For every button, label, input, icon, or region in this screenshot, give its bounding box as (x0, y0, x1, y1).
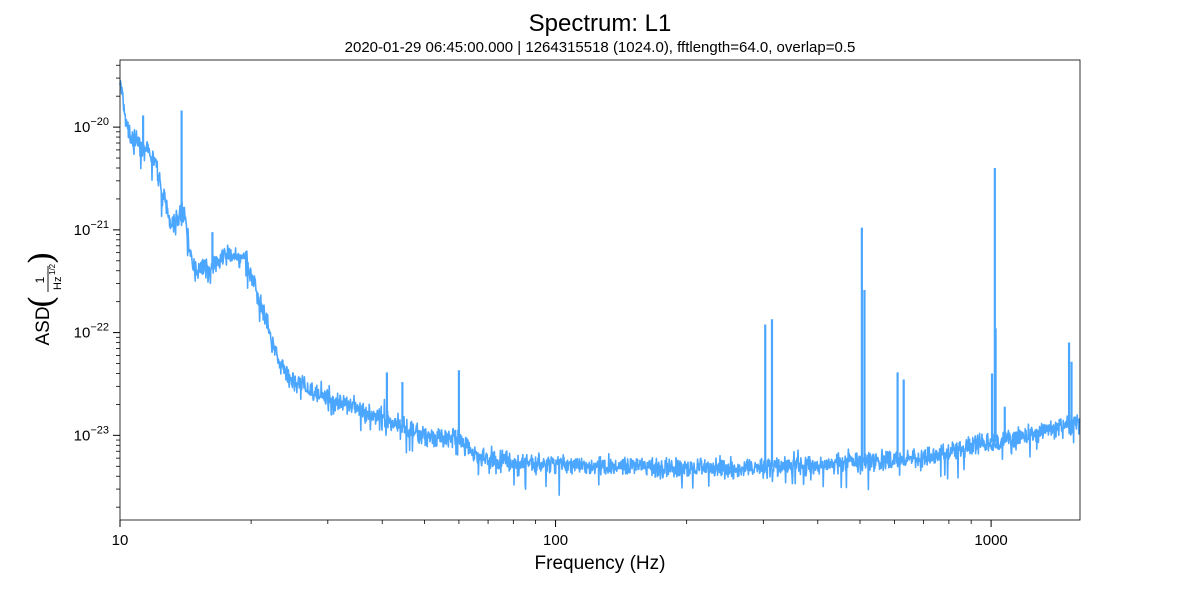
tick-layer: 10 100 1000 10−20 10−21 10−22 10−23 (74, 64, 1008, 549)
y-axis-label-numerator: 1 (33, 276, 47, 283)
y-tick-label: 10−23 (74, 424, 109, 444)
y-axis-label-open-paren: ( (22, 295, 62, 308)
x-tick-label: 10 (112, 532, 129, 549)
y-axis-label-denominator: Hz (52, 277, 64, 290)
y-axis-label: ASD ( 1 Hz 1/2 ) (22, 251, 64, 345)
plot-area (120, 60, 1080, 520)
y-axis-label-close-paren: ) (22, 251, 62, 264)
y-tick-label: 10−21 (74, 219, 109, 239)
chart-subtitle: 2020-01-29 06:45:00.000 | 1264315518 (10… (345, 39, 856, 56)
y-axis-label-exponent: 1/2 (48, 263, 57, 275)
series-layer (119, 79, 1081, 496)
y-tick-label: 10−22 (74, 322, 109, 342)
asd-series-line (119, 79, 1081, 496)
x-tick-label: 100 (543, 532, 568, 549)
plot-frame (119, 59, 1081, 521)
y-tick-label: 10−20 (74, 116, 109, 136)
y-axis-label-prefix: ASD (33, 306, 54, 345)
chart-title: Spectrum: L1 (529, 10, 672, 37)
x-axis-label: Frequency (Hz) (535, 553, 666, 574)
x-tick-label: 1000 (974, 532, 1007, 549)
